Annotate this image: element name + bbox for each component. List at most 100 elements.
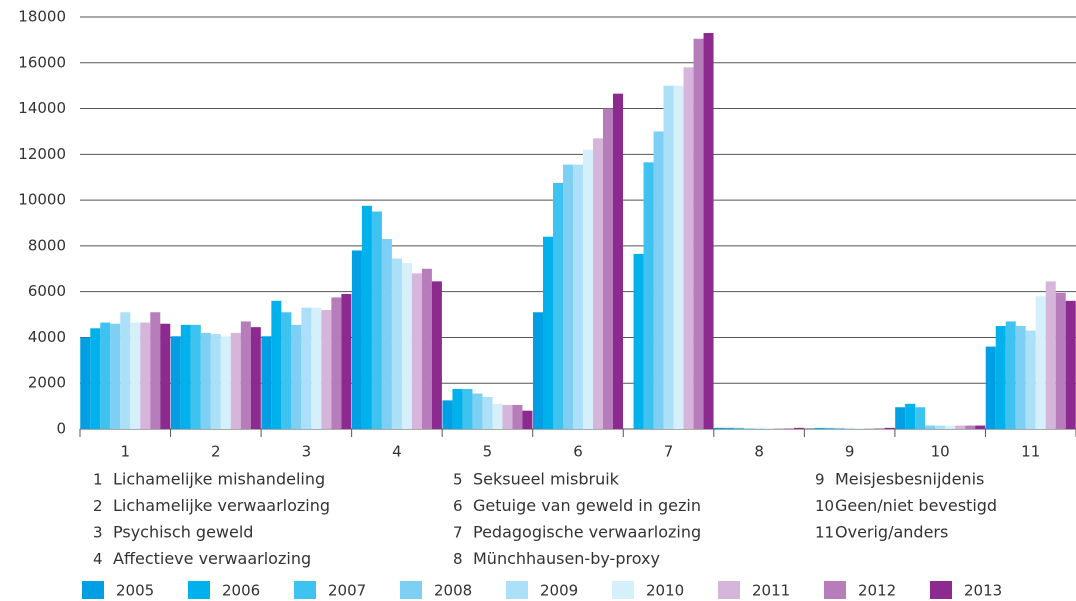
note-label: Pedagogische verwaarlozing (473, 523, 701, 542)
note-number: 10 (815, 497, 834, 515)
note-number: 6 (453, 497, 463, 515)
bar (140, 322, 151, 429)
bar (301, 307, 312, 429)
bar (411, 273, 422, 429)
bar (794, 427, 805, 429)
bar (200, 332, 211, 429)
bar (311, 307, 322, 429)
bar (250, 327, 261, 429)
x-tick-label: 9 (845, 443, 855, 461)
note-number: 9 (815, 471, 825, 489)
bar (965, 425, 976, 429)
bar (230, 332, 241, 429)
x-tick-label: 10 (931, 443, 950, 461)
note-number: 1 (93, 471, 103, 489)
bar (583, 149, 593, 429)
x-tick-label: 8 (754, 443, 764, 461)
y-tick-label: 10000 (18, 191, 66, 209)
note-label: Geen/niet bevestigd (835, 496, 997, 515)
bar (462, 388, 473, 429)
bar (170, 336, 181, 429)
bar (603, 108, 613, 430)
bar (512, 404, 523, 429)
bar (653, 131, 664, 429)
note-label: Meisjesbesnijdenis (835, 470, 984, 489)
bar (975, 425, 986, 429)
note-number: 2 (93, 497, 103, 515)
bar (573, 164, 583, 429)
bar (442, 400, 453, 429)
legend-label: 2007 (328, 582, 366, 600)
note-label: Psychisch geweld (113, 523, 253, 542)
y-tick-label: 2000 (28, 374, 66, 392)
bar (1005, 321, 1016, 429)
bar (874, 428, 885, 429)
bar (1025, 330, 1036, 429)
bar (714, 427, 725, 429)
bar (895, 407, 906, 429)
note-label: Münchhausen-by-proxy (473, 549, 660, 568)
bar (431, 281, 442, 429)
legend-label: 2009 (540, 582, 578, 600)
bar (271, 300, 282, 429)
bar (421, 268, 432, 429)
x-tick-label: 11 (1021, 443, 1040, 461)
bar (844, 428, 855, 429)
bar (321, 309, 332, 429)
bar (663, 85, 674, 430)
y-tick-label: 8000 (28, 236, 66, 254)
x-tick-label: 5 (483, 443, 493, 461)
bar (784, 428, 795, 429)
x-tick-label: 2 (211, 443, 221, 461)
bar (925, 425, 936, 429)
bar (563, 164, 573, 429)
bar (814, 427, 825, 429)
legend-label: 2008 (434, 582, 472, 600)
bar (331, 297, 342, 429)
legend-swatch (82, 581, 104, 599)
bar (150, 312, 161, 429)
bar (492, 403, 503, 429)
bar (472, 393, 483, 429)
bar (110, 323, 121, 429)
bar (261, 336, 272, 429)
y-tick-label: 14000 (18, 99, 66, 117)
legend-swatch (188, 581, 210, 599)
bar (553, 182, 563, 429)
bar (1045, 281, 1056, 429)
bar (643, 162, 654, 429)
bar (543, 236, 553, 429)
bar (774, 428, 785, 429)
bar (533, 312, 543, 429)
x-tick-label: 7 (664, 443, 674, 461)
note-number: 11 (815, 524, 834, 542)
bar (764, 428, 775, 429)
legend-swatch (824, 581, 846, 599)
legend-swatch (294, 581, 316, 599)
x-tick-label: 4 (392, 443, 402, 461)
x-tick-label: 3 (302, 443, 312, 461)
bar (100, 322, 111, 429)
y-tick-label: 4000 (28, 328, 66, 346)
bar (864, 428, 875, 429)
note-label: Getuige van geweld in gezin (473, 496, 701, 515)
bar (210, 334, 221, 429)
legend-label: 2005 (116, 582, 154, 600)
bar (995, 326, 1006, 429)
bar (160, 323, 171, 429)
bar (744, 428, 755, 429)
note-label: Seksueel misbruik (473, 470, 620, 489)
legend-swatch (400, 581, 422, 599)
bar (1055, 292, 1066, 429)
legend-label: 2010 (646, 582, 684, 600)
bar (703, 33, 714, 430)
bar (291, 324, 302, 429)
bar (1015, 326, 1026, 429)
bar (130, 322, 141, 429)
note-number: 4 (93, 550, 103, 568)
legend-swatch (930, 581, 952, 599)
bar (190, 324, 201, 429)
legend-label: 2013 (964, 582, 1002, 600)
x-tick-label: 1 (120, 443, 130, 461)
bar (240, 321, 251, 429)
